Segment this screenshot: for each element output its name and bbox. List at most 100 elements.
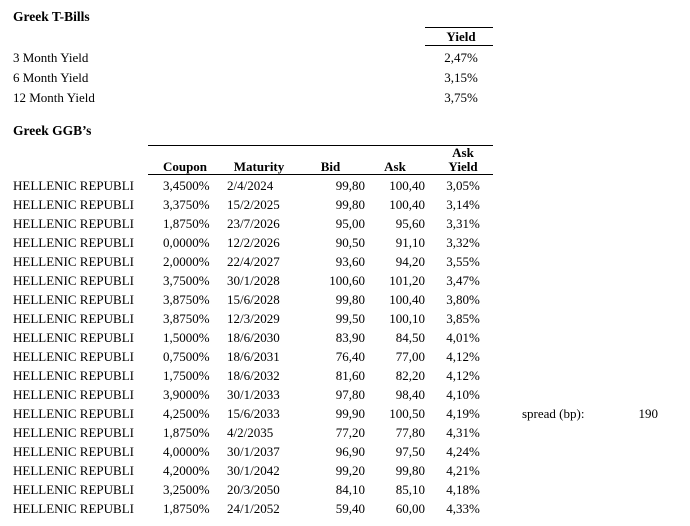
ggb-cell-bid: 81,60 bbox=[335, 368, 365, 383]
ggb-cell-name: HELLENIC REPUBLI bbox=[13, 255, 134, 268]
ggb-cell-name: HELLENIC REPUBLI bbox=[13, 350, 134, 363]
ggb-cell-ask: 97,50 bbox=[395, 444, 425, 459]
ggb-cell-ask-yield: 4,33% bbox=[446, 501, 480, 516]
ggb-cell-coupon: 3,8750% bbox=[163, 311, 210, 326]
ggb-col-coupon: Coupon bbox=[162, 159, 208, 174]
ggb-col-bid: Bid bbox=[320, 159, 341, 174]
ggb-cell-maturity: 30/1/2042 bbox=[227, 463, 280, 478]
ggb-cell-ask-yield: 4,21% bbox=[446, 463, 480, 478]
ggb-cell-name: HELLENIC REPUBLI bbox=[13, 407, 134, 420]
ggb-cell-ask: 84,50 bbox=[395, 330, 425, 345]
ggb-cell-bid: 76,40 bbox=[335, 349, 365, 364]
tbill-row-label: 3 Month Yield bbox=[13, 50, 89, 65]
ggb-cell-name: HELLENIC REPUBLI bbox=[13, 464, 134, 477]
ggb-cell-ask-yield: 3,47% bbox=[446, 273, 480, 288]
ggb-cell-name: HELLENIC REPUBLI bbox=[13, 502, 134, 515]
ggb-cell-name: HELLENIC REPUBLI bbox=[13, 274, 134, 287]
ggb-cell-ask: 91,10 bbox=[395, 235, 425, 250]
ggb-cell-ask: 60,00 bbox=[395, 501, 425, 516]
ggb-table-row: HELLENIC REPUBLI 3,4500% 2/4/2024 99,80 … bbox=[0, 176, 493, 195]
ggb-cell-ask: 82,20 bbox=[395, 368, 425, 383]
ggb-cell-maturity: 30/1/2037 bbox=[227, 444, 280, 459]
ggb-cell-coupon: 2,0000% bbox=[163, 254, 210, 269]
ggb-cell-ask-yield: 3,31% bbox=[446, 216, 480, 231]
ggb-cell-coupon: 4,2000% bbox=[163, 463, 210, 478]
ggb-cell-maturity: 23/7/2026 bbox=[227, 216, 280, 231]
ggb-cell-coupon: 0,0000% bbox=[163, 235, 210, 250]
tbill-row: 6 Month Yield 3,15% bbox=[0, 68, 690, 88]
ggb-cell-name: HELLENIC REPUBLI bbox=[13, 217, 134, 230]
ggb-cell-ask: 94,20 bbox=[395, 254, 425, 269]
ggb-cell-coupon: 3,8750% bbox=[163, 292, 210, 307]
ggb-cell-bid: 99,80 bbox=[335, 197, 365, 212]
ggb-cell-ask-yield: 4,10% bbox=[446, 387, 480, 402]
ggb-cell-ask-yield: 3,80% bbox=[446, 292, 480, 307]
ggb-cell-ask: 77,00 bbox=[395, 349, 425, 364]
ggb-cell-maturity: 24/1/2052 bbox=[227, 501, 280, 516]
tbill-row: 12 Month Yield 3,75% bbox=[0, 88, 690, 108]
ggb-cell-bid: 99,80 bbox=[335, 178, 365, 193]
ggb-cell-maturity: 30/1/2033 bbox=[227, 387, 280, 402]
ggb-cell-coupon: 1,8750% bbox=[163, 216, 210, 231]
ggb-cell-coupon: 3,3750% bbox=[163, 197, 210, 212]
ggb-table-row: HELLENIC REPUBLI 3,3750% 15/2/2025 99,80… bbox=[0, 195, 493, 214]
ggb-cell-maturity: 12/3/2029 bbox=[227, 311, 280, 326]
ggb-header-line1: Ask bbox=[148, 146, 493, 160]
spread-value: 190 bbox=[638, 406, 659, 421]
ggb-cell-ask: 100,40 bbox=[389, 292, 425, 307]
ggb-table-body: HELLENIC REPUBLI 3,4500% 2/4/2024 99,80 … bbox=[0, 176, 493, 518]
ggb-cell-bid: 59,40 bbox=[335, 501, 365, 516]
ggb-cell-name: HELLENIC REPUBLI bbox=[13, 293, 134, 306]
ggb-cell-ask: 100,10 bbox=[389, 311, 425, 326]
ggb-col-ask-yield-line2: Yield bbox=[448, 159, 478, 174]
ggb-cell-coupon: 1,8750% bbox=[163, 501, 210, 516]
ggb-cell-name: HELLENIC REPUBLI bbox=[13, 331, 134, 344]
ggb-cell-name: HELLENIC REPUBLI bbox=[13, 483, 134, 496]
ggb-cell-bid: 93,60 bbox=[335, 254, 365, 269]
ggb-col-ask: Ask bbox=[384, 159, 406, 174]
ggb-col-ask-yield-line1: Ask bbox=[452, 145, 474, 160]
ggb-cell-ask-yield: 4,12% bbox=[446, 368, 480, 383]
ggb-cell-ask: 85,10 bbox=[395, 482, 425, 497]
ggb-cell-ask: 98,40 bbox=[395, 387, 425, 402]
ggb-table-row: HELLENIC REPUBLI 0,0000% 12/2/2026 90,50… bbox=[0, 233, 493, 252]
tbills-yield-column-header: Yield bbox=[425, 27, 493, 46]
ggb-col-maturity: Maturity bbox=[233, 159, 285, 174]
ggb-table-row: HELLENIC REPUBLI 3,8750% 12/3/2029 99,50… bbox=[0, 309, 493, 328]
ggb-cell-coupon: 1,7500% bbox=[163, 368, 210, 383]
ggb-cell-bid: 99,20 bbox=[335, 463, 365, 478]
ggb-table-row: HELLENIC REPUBLI 1,8750% 4/2/2035 77,20 … bbox=[0, 423, 493, 442]
ggb-cell-ask-yield: 4,24% bbox=[446, 444, 480, 459]
ggb-cell-bid: 95,00 bbox=[335, 216, 365, 231]
ggb-cell-maturity: 18/6/2030 bbox=[227, 330, 280, 345]
ggb-table-header: Ask Coupon Maturity Bid Ask Yield bbox=[148, 145, 493, 175]
ggb-cell-bid: 99,90 bbox=[335, 406, 365, 421]
ggb-cell-coupon: 4,0000% bbox=[163, 444, 210, 459]
ggb-cell-maturity: 12/2/2026 bbox=[227, 235, 280, 250]
tbill-row-yield-value: 3,75% bbox=[444, 90, 478, 105]
ggb-cell-maturity: 22/4/2027 bbox=[227, 254, 280, 269]
tbill-row-label: 12 Month Yield bbox=[13, 90, 95, 105]
tbill-row-label: 6 Month Yield bbox=[13, 70, 89, 85]
ggb-cell-bid: 77,20 bbox=[335, 425, 365, 440]
ggb-cell-bid: 100,60 bbox=[329, 273, 365, 288]
ggb-cell-maturity: 18/6/2031 bbox=[227, 349, 280, 364]
ggb-cell-maturity: 15/2/2025 bbox=[227, 197, 280, 212]
ggb-cell-ask-yield: 4,01% bbox=[446, 330, 480, 345]
ggb-cell-maturity: 18/6/2032 bbox=[227, 368, 280, 383]
ggb-cell-ask-yield: 3,55% bbox=[446, 254, 480, 269]
ggb-table-row: HELLENIC REPUBLI 1,5000% 18/6/2030 83,90… bbox=[0, 328, 493, 347]
ggb-cell-maturity: 15/6/2033 bbox=[227, 406, 280, 421]
ggb-table-row: HELLENIC REPUBLI 0,7500% 18/6/2031 76,40… bbox=[0, 347, 493, 366]
ggb-cell-ask: 99,80 bbox=[395, 463, 425, 478]
ggb-cell-name: HELLENIC REPUBLI bbox=[13, 445, 134, 458]
ggb-cell-bid: 90,50 bbox=[335, 235, 365, 250]
ggb-table-row: HELLENIC REPUBLI 4,2500% 15/6/2033 99,90… bbox=[0, 404, 493, 423]
ggb-cell-name: HELLENIC REPUBLI bbox=[13, 198, 134, 211]
ggb-table-row: HELLENIC REPUBLI 4,0000% 30/1/2037 96,90… bbox=[0, 442, 493, 461]
ggb-header-line2: Coupon Maturity Bid Ask Yield bbox=[148, 160, 493, 174]
ggb-cell-name: HELLENIC REPUBLI bbox=[13, 369, 134, 382]
ggb-cell-coupon: 1,8750% bbox=[163, 425, 210, 440]
ggb-cell-ask-yield: 3,05% bbox=[446, 178, 480, 193]
ggb-table-row: HELLENIC REPUBLI 1,8750% 24/1/2052 59,40… bbox=[0, 499, 493, 518]
